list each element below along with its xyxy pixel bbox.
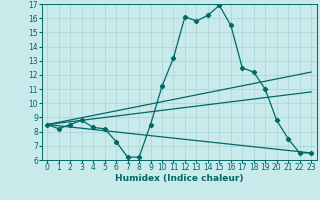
X-axis label: Humidex (Indice chaleur): Humidex (Indice chaleur) [115, 174, 244, 183]
